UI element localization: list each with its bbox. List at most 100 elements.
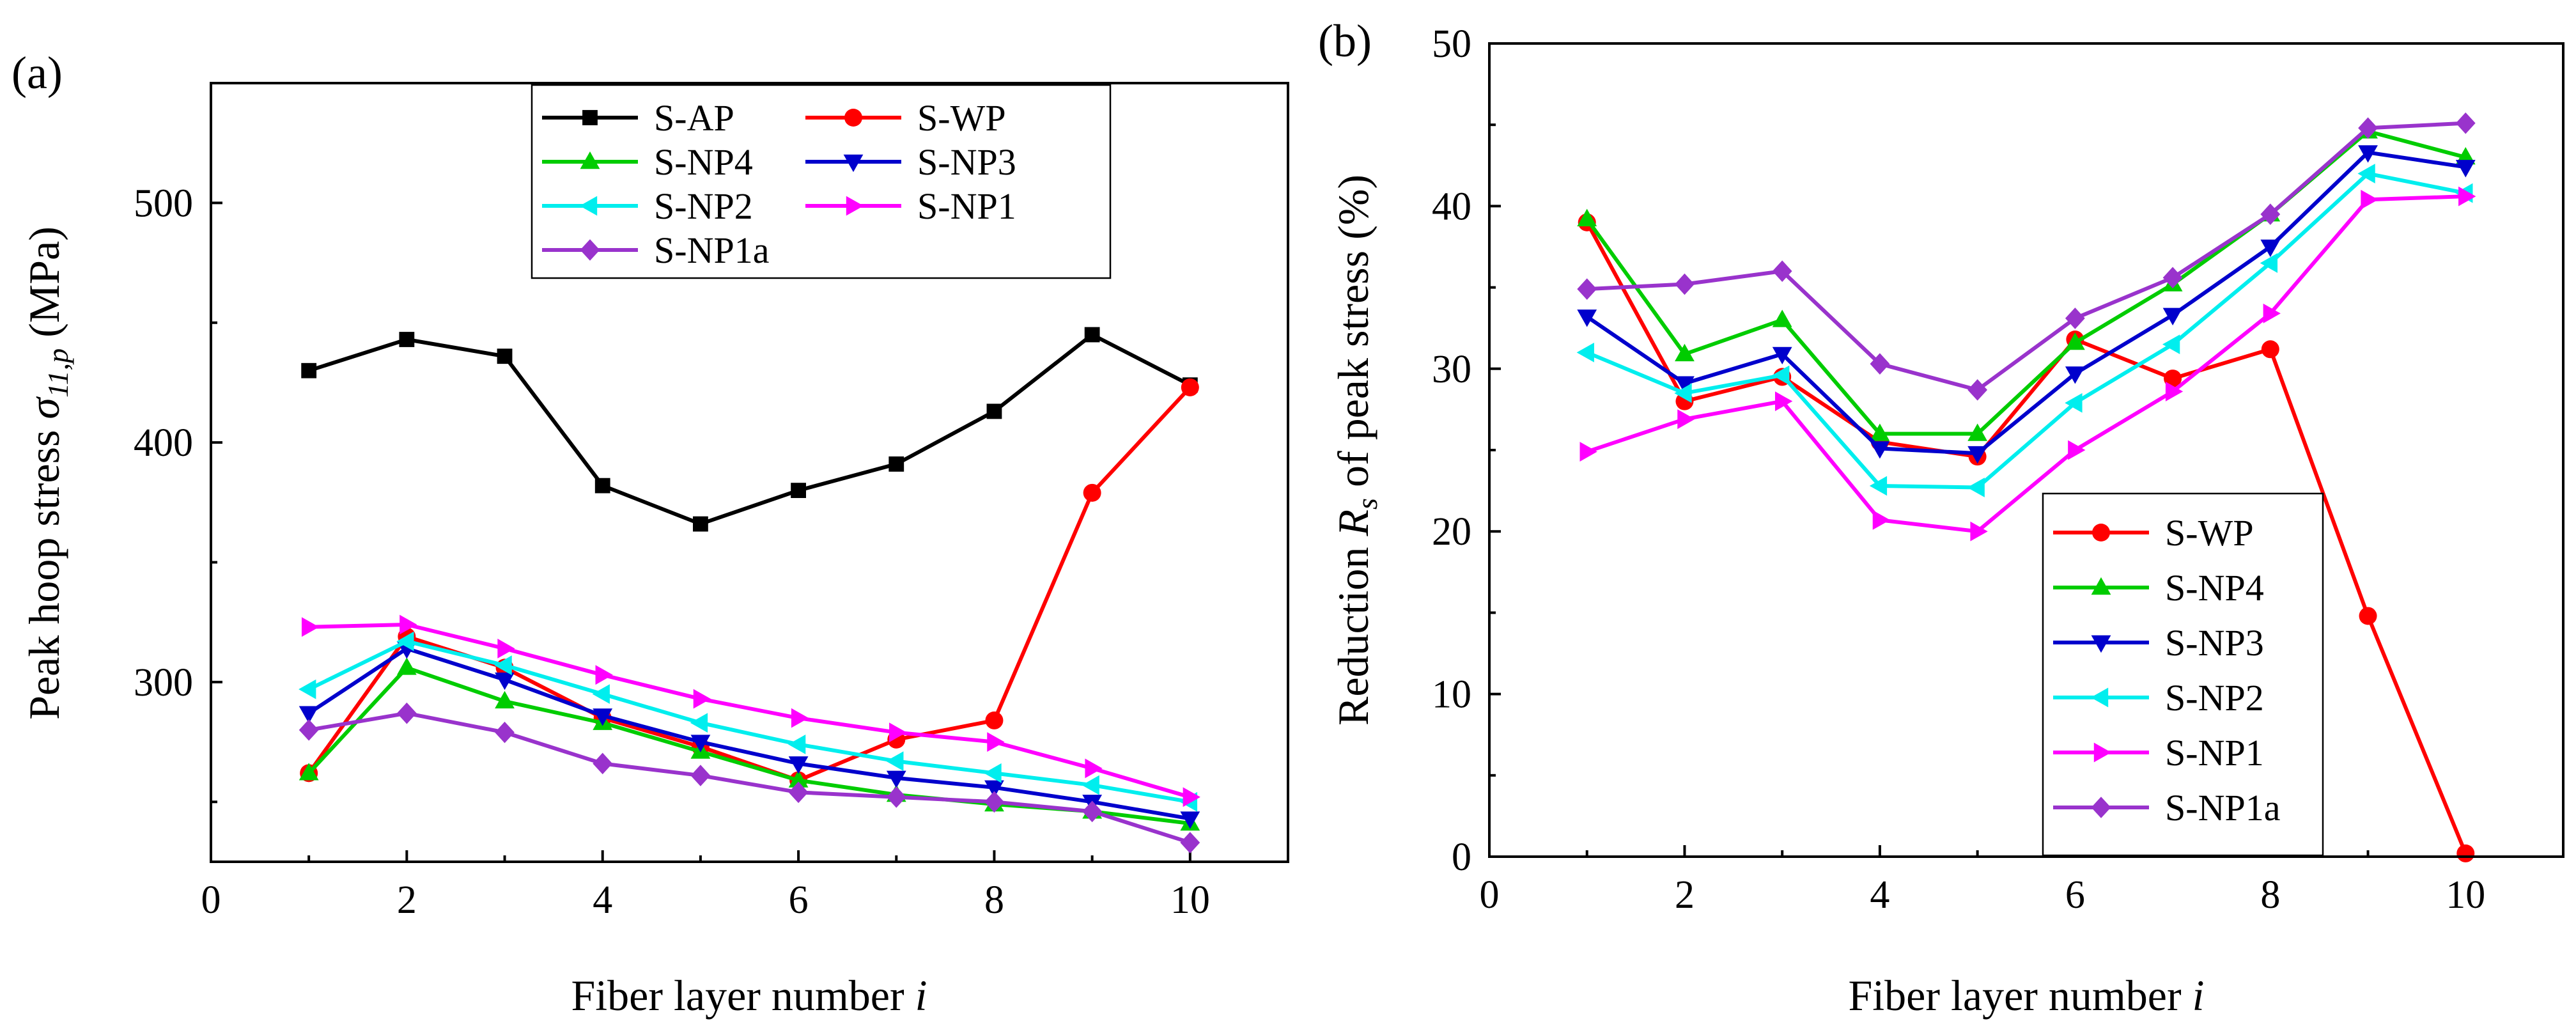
panel-b-x-tick-label: 8 xyxy=(2260,873,2280,917)
data-point-s-np1a xyxy=(1772,260,1792,282)
panel-a-x-tick-label: 4 xyxy=(593,878,612,922)
data-point-s-wp xyxy=(1181,378,1199,396)
panel-a-legend: S-AP S-WP S-NP4 S-NP3 S-NP2 S-NP1 S-NP1a xyxy=(531,84,1112,279)
data-point-s-np3 xyxy=(2455,160,2476,178)
legend-label-s-np2: S-NP2 xyxy=(654,185,753,227)
data-point-s-np2 xyxy=(984,763,1002,783)
panel-b-x-tick-label: 2 xyxy=(1675,873,1695,917)
panel-a-x-tick-label: 10 xyxy=(1170,878,1210,922)
data-point-s-np1a xyxy=(1870,353,1890,375)
data-point-s-np1a xyxy=(2455,112,2476,134)
legend-label-s-np1: S-NP1 xyxy=(917,185,1016,227)
data-point-s-np3 xyxy=(299,706,319,724)
data-point-s-np4 xyxy=(299,763,319,781)
data-point-s-np1 xyxy=(1085,758,1103,779)
data-point-s-np1 xyxy=(2361,189,2378,210)
data-point-s-ap xyxy=(888,456,904,472)
data-point-s-ap xyxy=(791,483,806,499)
legend-label-s-np1: S-NP1 xyxy=(2165,732,2264,774)
data-point-s-wp xyxy=(2456,844,2475,862)
panel-a-x-axis-label: Fiber layer number i xyxy=(571,971,927,1020)
legend-label-s-np1a: S-NP1a xyxy=(654,230,769,271)
data-point-s-ap xyxy=(399,332,415,347)
data-point-s-np3 xyxy=(984,780,1004,798)
data-point-s-np4 xyxy=(788,770,809,788)
data-point-s-ap xyxy=(301,362,317,378)
legend-marker-s-wp xyxy=(844,109,862,127)
data-point-s-np4 xyxy=(1577,208,1597,226)
series-line-s-np1 xyxy=(309,622,1191,799)
data-point-s-np1a xyxy=(2358,117,2378,139)
panel-a-y-tick-label: 300 xyxy=(134,661,193,705)
legend-marker-s-np1a xyxy=(2091,797,2111,818)
legend-entry-s-wp: S-WP xyxy=(805,97,1006,139)
series-s-ap xyxy=(301,327,1198,532)
data-point-s-np3 xyxy=(886,770,906,788)
data-point-s-np2 xyxy=(299,679,316,699)
data-point-s-np3 xyxy=(690,735,711,752)
panel-b-label: (b) xyxy=(1318,15,1372,66)
legend-label-s-ap: S-AP xyxy=(654,97,734,139)
panel-b-y-tick-label: 20 xyxy=(1432,510,1471,554)
data-point-s-ap xyxy=(1084,327,1100,343)
legend-entry-s-wp: S-WP xyxy=(2053,512,2254,554)
data-point-s-np2 xyxy=(2162,334,2180,355)
data-point-s-np1a xyxy=(495,721,515,744)
panel-a-plot-frame xyxy=(210,82,1289,863)
legend-label-s-np4: S-NP4 xyxy=(2165,567,2264,609)
data-point-s-np1a xyxy=(2162,267,2183,289)
panel-a-y-axis-label: Peak hoop stress σ11,p (MPa) xyxy=(20,226,74,720)
data-point-s-np1a xyxy=(299,719,319,741)
data-point-s-np1a xyxy=(788,781,809,804)
series-s-np2 xyxy=(299,631,1198,812)
legend-entry-s-np2: S-NP2 xyxy=(2053,677,2264,719)
data-point-s-np3 xyxy=(2065,366,2085,384)
data-point-s-np1a xyxy=(886,786,906,808)
data-point-s-np3 xyxy=(1772,347,1792,365)
series-s-np1a xyxy=(299,702,1200,853)
data-point-s-np2 xyxy=(494,655,512,676)
legend-label-s-np4: S-NP4 xyxy=(654,141,753,183)
data-point-s-np2 xyxy=(1967,478,1985,497)
data-point-s-ap xyxy=(497,348,513,364)
legend-label-s-np1a: S-NP1a xyxy=(2165,787,2280,829)
data-point-s-np1 xyxy=(2068,440,2086,460)
panel-b-plot-frame xyxy=(1488,42,2564,858)
series-line-s-np1a xyxy=(308,711,1191,845)
panel-b-x-axis-label: Fiber layer number i xyxy=(1848,971,2204,1020)
data-point-s-ap xyxy=(693,516,708,532)
data-point-s-np1 xyxy=(889,722,907,743)
data-point-s-np1a xyxy=(690,765,711,786)
data-point-s-np1 xyxy=(595,665,613,685)
legend-entry-s-np2: S-NP2 xyxy=(542,185,753,227)
data-point-s-np4 xyxy=(495,690,515,709)
series-line-s-np1a xyxy=(1587,121,2466,392)
panel-b-x-tick-label: 6 xyxy=(2065,873,2085,917)
data-point-s-np1a xyxy=(1675,273,1695,295)
data-point-s-np1a xyxy=(1577,278,1597,300)
series-s-np1a xyxy=(1577,112,2476,401)
series-s-np1 xyxy=(301,614,1200,807)
panel-a-x-tick-label: 8 xyxy=(984,878,1004,922)
legend-marker-s-np1a xyxy=(580,239,600,261)
data-point-s-np1a xyxy=(984,791,1004,813)
legend-entry-s-np3: S-NP3 xyxy=(805,141,1016,183)
data-point-s-np3 xyxy=(2358,145,2378,163)
legend-label-s-wp: S-WP xyxy=(2165,512,2254,554)
data-point-s-np1 xyxy=(1872,510,1891,530)
data-point-s-np3 xyxy=(2162,308,2183,325)
legend-marker-s-wp xyxy=(2092,524,2110,541)
data-point-s-np1 xyxy=(791,708,809,728)
legend-marker-s-np1 xyxy=(846,196,864,216)
data-point-s-wp xyxy=(2164,370,2182,388)
data-point-s-np2 xyxy=(690,713,708,733)
data-point-s-np2 xyxy=(1869,476,1888,496)
data-point-s-np2 xyxy=(592,684,610,705)
panel-b-x-tick-label: 0 xyxy=(1480,873,1500,917)
data-point-s-np1a xyxy=(593,752,613,775)
panel-a-label: (a) xyxy=(12,47,63,98)
data-point-s-ap xyxy=(986,403,1002,419)
legend-label-s-wp: S-WP xyxy=(917,97,1006,139)
series-line-s-np3 xyxy=(307,646,1191,821)
data-point-s-np3 xyxy=(1870,441,1890,459)
